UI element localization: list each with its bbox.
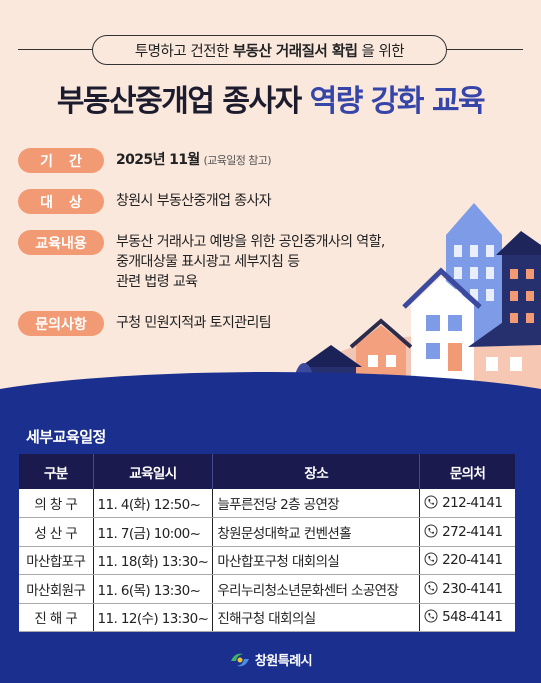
phone-icon <box>424 581 438 595</box>
table-row: 마산회원구 11. 6(목) 13:30~ 우리누리청소년문화센터 소공연장 2… <box>19 574 515 604</box>
cell-tel: 212-4141 <box>419 489 515 518</box>
table-row: 의 창 구 11. 4(화) 12:50~ 늘푸른전당 2층 공연장 212-4… <box>19 489 515 518</box>
content-line: 관련 법령 교육 <box>116 274 198 290</box>
cell-gu: 마산합포구 <box>19 546 94 575</box>
info-value: 부동산 거래사고 예방을 위한 공인중개사의 역할, 중개대상물 표시광고 세부… <box>116 230 385 292</box>
phone-icon <box>424 609 438 623</box>
info-tag: 문의사항 <box>18 311 104 336</box>
cell-place: 늘푸른전당 2층 공연장 <box>212 489 421 518</box>
info-tag: 기간 <box>18 148 104 173</box>
subtitle-post: 을 위한 <box>361 43 405 60</box>
cell-gu: 진 해 구 <box>19 603 94 632</box>
table-row: 진 해 구 11. 12(수) 13:30~ 진해구청 대회의실 548-414… <box>19 603 515 632</box>
content-line: 중개대상물 표시광고 세부지침 등 <box>116 254 300 270</box>
cell-place: 진해구청 대회의실 <box>212 603 421 632</box>
phone-icon <box>424 495 438 509</box>
header-place: 장소 <box>212 454 421 489</box>
period-note: (교육일정 참고) <box>203 154 272 167</box>
subtitle-pre: 투명하고 건전한 <box>134 43 230 60</box>
title-highlight: 역량 강화 교육 <box>309 84 486 119</box>
cell-tel: 548-4141 <box>419 603 515 632</box>
info-tag: 대상 <box>18 189 104 214</box>
info-target: 대상 창원시 부동산중개업 종사자 <box>18 189 272 214</box>
table-row: 마산합포구 11. 18(화) 13:30~ 마산합포구청 대회의실 220-4… <box>19 546 515 575</box>
info-value: 구청 민원지적과 토지관리팀 <box>116 315 272 331</box>
cell-date: 11. 4(화) 12:50~ <box>93 489 214 518</box>
cell-tel: 272-4141 <box>419 517 515 547</box>
cell-date: 11. 18(화) 13:30~ <box>93 546 214 575</box>
cell-place: 창원문성대학교 컨벤션홀 <box>212 517 421 547</box>
tel-number: 212-4141 <box>442 495 503 511</box>
cell-gu: 의 창 구 <box>19 489 94 518</box>
info-content: 교육내용 부동산 거래사고 예방을 위한 공인중개사의 역할, 중개대상물 표시… <box>18 230 385 292</box>
cell-gu: 성 산 구 <box>19 517 94 547</box>
info-contact: 문의사항 구청 민원지적과 토지관리팀 <box>18 311 272 336</box>
title-main: 부동산중개업 종사자 <box>56 84 302 119</box>
tel-number: 220-4141 <box>442 552 503 569</box>
changwon-logo-icon <box>230 653 249 666</box>
changwon-logo: 창원특례시 <box>0 650 541 669</box>
subtitle-bold: 부동산 거래질서 확립 <box>232 43 358 60</box>
table-row: 성 산 구 11. 7(금) 10:00~ 창원문성대학교 컨벤션홀 272-4… <box>19 517 515 547</box>
phone-icon <box>424 524 438 538</box>
cell-tel: 230-4141 <box>419 574 515 604</box>
cell-place: 마산합포구청 대회의실 <box>212 546 421 575</box>
cell-date: 11. 7(금) 10:00~ <box>93 517 214 547</box>
subtitle-pill: 투명하고 건전한 부동산 거래질서 확립 을 위한 <box>92 35 447 65</box>
info-tag: 교육내용 <box>18 230 104 255</box>
header-tel: 문의처 <box>419 454 515 489</box>
period-value: 2025년 11월 <box>116 152 200 168</box>
table-header-row: 구분 교육일시 장소 문의처 <box>19 454 515 489</box>
schedule-title: 세부교육일정 <box>26 428 106 446</box>
header-date: 교육일시 <box>93 454 214 489</box>
logo-text: 창원특례시 <box>254 654 313 669</box>
tel-number: 230-4141 <box>442 580 503 597</box>
schedule-table: 구분 교육일시 장소 문의처 의 창 구 11. 4(화) 12:50~ 늘푸른… <box>19 454 515 632</box>
cell-date: 11. 12(수) 13:30~ <box>93 603 214 632</box>
info-value: 창원시 부동산중개업 종사자 <box>116 193 272 209</box>
tel-number: 548-4141 <box>442 609 503 626</box>
cell-date: 11. 6(목) 13:30~ <box>93 574 214 604</box>
info-value: 2025년 11월 (교육일정 참고) <box>116 148 272 171</box>
header-gu: 구분 <box>19 454 94 489</box>
info-period: 기간 2025년 11월 (교육일정 참고) <box>18 148 272 173</box>
phone-icon <box>424 552 438 566</box>
cell-place: 우리누리청소년문화센터 소공연장 <box>212 574 421 604</box>
tel-number: 272-4141 <box>442 523 503 540</box>
subtitle-banner: 투명하고 건전한 부동산 거래질서 확립 을 위한 <box>0 31 541 67</box>
cell-tel: 220-4141 <box>419 546 515 575</box>
page-title: 부동산중개업 종사자 역량 강화 교육 <box>0 76 541 120</box>
cell-gu: 마산회원구 <box>19 574 94 604</box>
content-line: 부동산 거래사고 예방을 위한 공인중개사의 역할, <box>116 234 385 250</box>
